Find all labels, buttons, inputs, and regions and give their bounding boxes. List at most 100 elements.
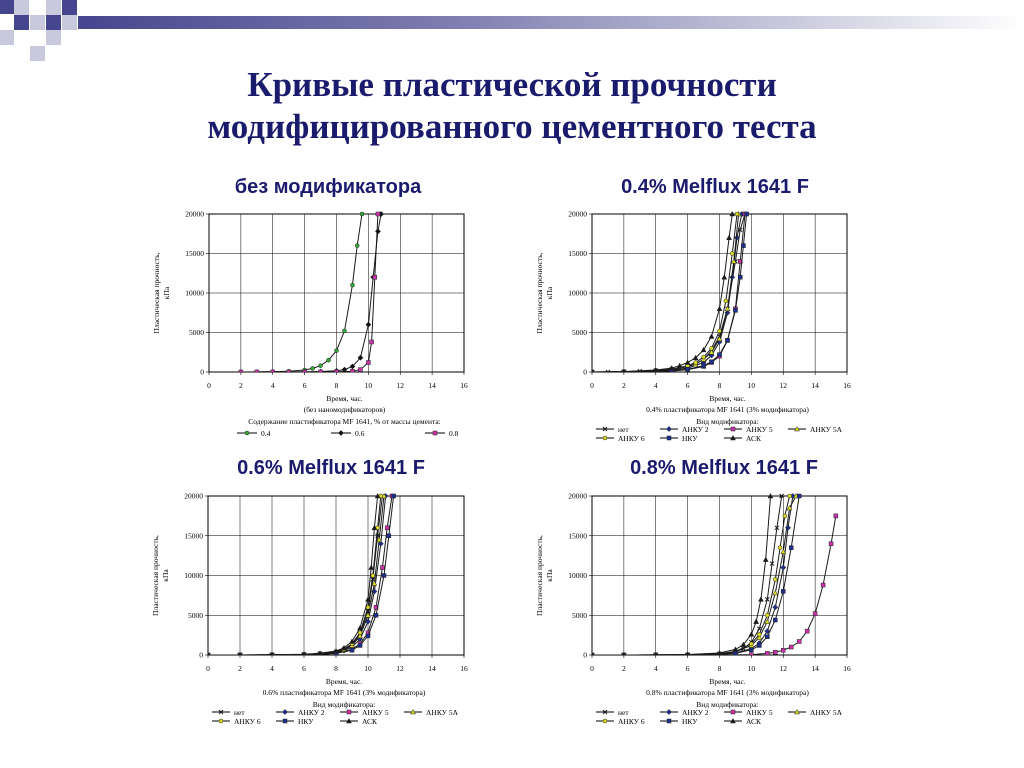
data-point bbox=[773, 617, 778, 623]
y-axis-label: Пластическая прочность, bbox=[151, 535, 160, 616]
series-line bbox=[592, 495, 800, 655]
panel-title-melflux-08: 0.8% Melflux 1641 F bbox=[630, 457, 818, 479]
x-tick-label: 10 bbox=[748, 381, 756, 390]
y-tick-label: 10000 bbox=[568, 571, 587, 580]
data-point bbox=[365, 633, 371, 639]
x-tick-label: 10 bbox=[364, 664, 372, 673]
y-tick-label: 15000 bbox=[184, 531, 203, 540]
legend-label: АНКУ 5А bbox=[810, 708, 843, 717]
data-point bbox=[592, 369, 595, 372]
plot-area bbox=[591, 495, 848, 656]
legend-label: АНКУ 6 bbox=[618, 434, 645, 443]
data-point bbox=[369, 339, 374, 345]
data-point bbox=[621, 652, 627, 655]
data-point bbox=[370, 577, 376, 582]
x-tick-label: 2 bbox=[622, 664, 626, 673]
data-point bbox=[685, 367, 690, 372]
plot-area bbox=[208, 213, 465, 373]
y-tick-label: 5000 bbox=[572, 328, 587, 337]
data-point bbox=[685, 363, 690, 368]
data-point bbox=[781, 647, 786, 653]
data-point bbox=[780, 548, 787, 554]
data-point bbox=[669, 366, 674, 372]
data-point bbox=[302, 651, 306, 655]
data-point bbox=[389, 493, 395, 499]
data-point bbox=[685, 651, 690, 655]
data-point bbox=[592, 651, 594, 655]
data-point bbox=[254, 369, 260, 372]
y-axis-label-unit: кПа bbox=[545, 286, 554, 299]
data-point bbox=[208, 652, 211, 655]
data-point bbox=[730, 251, 735, 256]
data-point bbox=[357, 354, 364, 361]
data-point bbox=[669, 368, 674, 372]
legend-swatch-marker bbox=[730, 709, 736, 715]
data-point bbox=[653, 369, 658, 372]
data-point bbox=[269, 652, 275, 655]
data-point bbox=[317, 651, 323, 655]
data-point bbox=[779, 493, 785, 499]
data-point bbox=[334, 369, 339, 372]
legend-label: АСК bbox=[746, 434, 762, 443]
series-line bbox=[208, 495, 395, 655]
legend-swatch-marker bbox=[282, 709, 288, 715]
data-point bbox=[741, 243, 746, 248]
x-tick-label: 2 bbox=[622, 381, 626, 390]
data-point bbox=[366, 360, 371, 365]
data-point bbox=[349, 642, 355, 648]
data-point bbox=[765, 634, 770, 639]
data-point bbox=[685, 652, 690, 655]
x-tick-label: 6 bbox=[302, 664, 306, 673]
data-point bbox=[669, 368, 674, 372]
legend-title: Содержание пластификатора MF 1641, % от … bbox=[248, 417, 441, 426]
data-point bbox=[317, 652, 323, 655]
decorative-square bbox=[0, 30, 14, 45]
header-gradient-bar bbox=[78, 16, 1024, 29]
data-point bbox=[349, 638, 355, 644]
legend-swatch-marker bbox=[602, 435, 608, 441]
data-point bbox=[708, 333, 715, 339]
data-point bbox=[757, 632, 762, 637]
data-point bbox=[692, 361, 699, 367]
legend-swatch-marker bbox=[666, 718, 672, 724]
data-point bbox=[737, 274, 743, 280]
series-line bbox=[592, 213, 746, 372]
data-point bbox=[708, 349, 715, 355]
data-point bbox=[753, 618, 760, 624]
data-point bbox=[773, 649, 778, 655]
legend-swatch-marker bbox=[794, 708, 800, 715]
data-point bbox=[208, 652, 211, 655]
legend-swatch-marker bbox=[218, 709, 224, 715]
data-point bbox=[341, 646, 347, 653]
legend-swatch-marker bbox=[730, 434, 736, 441]
legend-label: нет bbox=[234, 708, 245, 717]
x-tick-label: 8 bbox=[718, 381, 722, 390]
decorative-square bbox=[30, 15, 45, 30]
data-point bbox=[717, 652, 722, 655]
data-point bbox=[333, 651, 339, 655]
data-point bbox=[371, 588, 378, 595]
x-tick-label: 8 bbox=[335, 381, 339, 390]
series-line bbox=[208, 495, 385, 655]
panel-title-melflux-04: 0.4% Melflux 1641 F bbox=[621, 176, 809, 198]
data-point bbox=[733, 259, 738, 264]
data-point bbox=[828, 541, 834, 546]
data-point bbox=[684, 363, 691, 369]
x-axis-label: Время, час. bbox=[326, 677, 362, 686]
data-point bbox=[725, 306, 730, 312]
legend-swatch-marker bbox=[602, 709, 608, 715]
series-line bbox=[592, 495, 794, 655]
data-point bbox=[342, 328, 347, 334]
y-tick-label: 0 bbox=[583, 368, 587, 377]
data-point bbox=[685, 651, 690, 655]
data-point bbox=[357, 643, 363, 648]
data-point bbox=[354, 243, 360, 248]
data-point bbox=[365, 612, 371, 618]
data-point bbox=[341, 366, 348, 372]
legend-label: АНКУ 2 bbox=[298, 708, 325, 717]
legend-label: НКУ bbox=[682, 717, 698, 726]
legend-label: АНКУ 2 bbox=[682, 425, 709, 434]
legend-swatch-marker bbox=[346, 709, 352, 715]
y-axis-label: Пластическая прочность, bbox=[535, 535, 544, 616]
data-point bbox=[717, 651, 722, 655]
